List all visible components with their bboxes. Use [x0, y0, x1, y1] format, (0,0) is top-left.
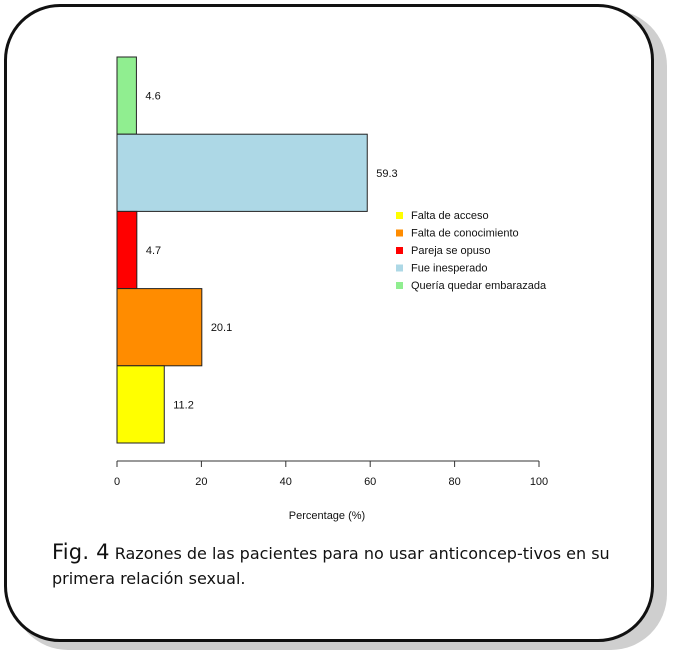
legend: Falta de acceso Falta de conocimiento Pare…: [396, 210, 547, 292]
bar-queria-quedar-embarazada: [116, 56, 137, 135]
value-label-queria-quedar-embarazada: 4.6: [145, 91, 160, 103]
legend-label-falta-de-conocimiento: Falta de conocimiento: [411, 228, 519, 240]
x-tick-label-80: 80: [448, 476, 460, 488]
x-tick-label-0: 0: [114, 476, 120, 488]
bars-group: [116, 56, 368, 444]
x-tick-label-20: 20: [195, 476, 207, 488]
legend-swatch-pareja-se-opuso: [396, 247, 403, 254]
x-axis: 0 20 40 60 80 100: [114, 460, 548, 488]
value-label-fue-inesperado: 59.3: [376, 168, 397, 180]
legend-swatch-falta-de-conocimiento: [396, 229, 403, 237]
caption-figure-label: Fig. 4: [52, 540, 110, 564]
x-axis-title: Percentage (%): [289, 510, 365, 522]
value-label-falta-de-acceso: 11.2: [173, 399, 194, 411]
figure-card: [4, 4, 654, 642]
legend-swatch-queria-quedar-embarazada: [396, 282, 403, 289]
bar-falta-de-conocimiento: [116, 288, 203, 367]
legend-label-queria-quedar-embarazada: Quería quedar embarazada: [411, 280, 547, 292]
legend-label-falta-de-acceso: Falta de acceso: [411, 210, 489, 222]
value-labels-group: 4.6 59.3 4.7 20.1 11.2: [145, 91, 397, 412]
x-tick-label-40: 40: [280, 476, 292, 488]
value-label-pareja-se-opuso: 4.7: [146, 245, 161, 257]
x-tick-label-100: 100: [530, 476, 548, 488]
bar-pareja-se-opuso: [116, 210, 138, 290]
bar-falta-de-acceso: [116, 365, 165, 444]
caption-text: Razones de las pacientes para no usar an…: [52, 544, 610, 588]
bar-fue-inesperado: [116, 133, 368, 212]
bar-chart: 4.6 59.3 4.7 20.1 11.2 0 20 40 60 80 100 Percenta…: [114, 56, 548, 522]
x-tick-label-60: 60: [364, 476, 376, 488]
value-label-falta-de-conocimiento: 20.1: [211, 322, 232, 334]
legend-swatch-fue-inesperado: [396, 264, 403, 272]
legend-label-fue-inesperado: Fue inesperado: [411, 263, 487, 275]
figure-caption: Fig. 4 Razones de las pacientes para no …: [52, 540, 642, 591]
legend-swatch-falta-de-acceso: [396, 212, 403, 219]
legend-label-pareja-se-opuso: Pareja se opuso: [411, 245, 491, 257]
